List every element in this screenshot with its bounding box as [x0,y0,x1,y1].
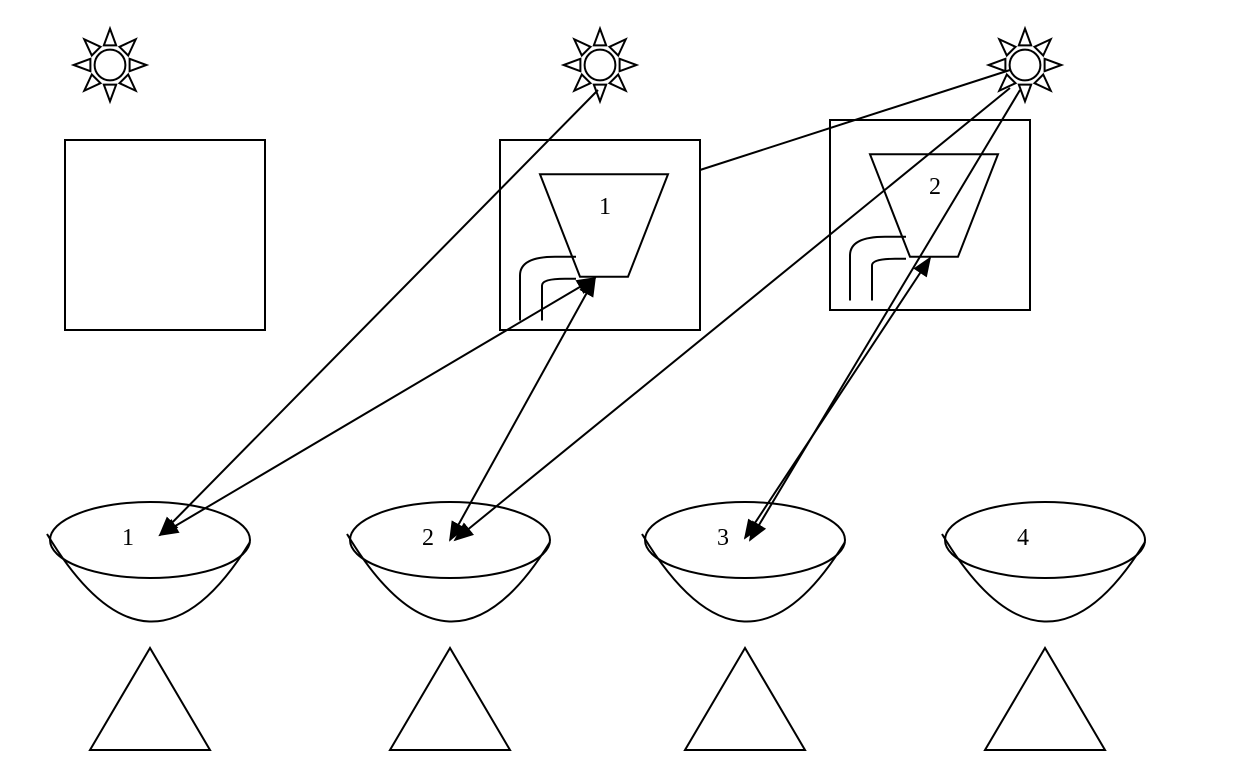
sun-icon [564,29,637,102]
dish-reflector [642,502,845,750]
dish-label: 4 [1017,525,1029,552]
ray-arrow [455,88,1010,540]
dish-label: 2 [422,525,434,552]
sun-icon [989,29,1062,102]
receiver-label: 2 [929,174,941,201]
ray-arrow [160,278,595,535]
dish-label: 1 [122,525,134,552]
ray-arrow [750,90,1020,540]
ray-arrow [160,90,598,535]
dish-reflector [47,502,250,750]
receiver-box [500,140,700,330]
ray-arrow [745,258,930,538]
dish-label: 3 [717,525,729,552]
receiver-box [65,140,265,330]
ray-arrow [450,278,595,540]
sun-icon [74,29,147,102]
dish-reflector [347,502,550,750]
diagram-canvas [0,0,1239,769]
dish-reflector [942,502,1145,750]
receiver-label: 1 [599,194,611,221]
receiver-box [830,120,1030,310]
